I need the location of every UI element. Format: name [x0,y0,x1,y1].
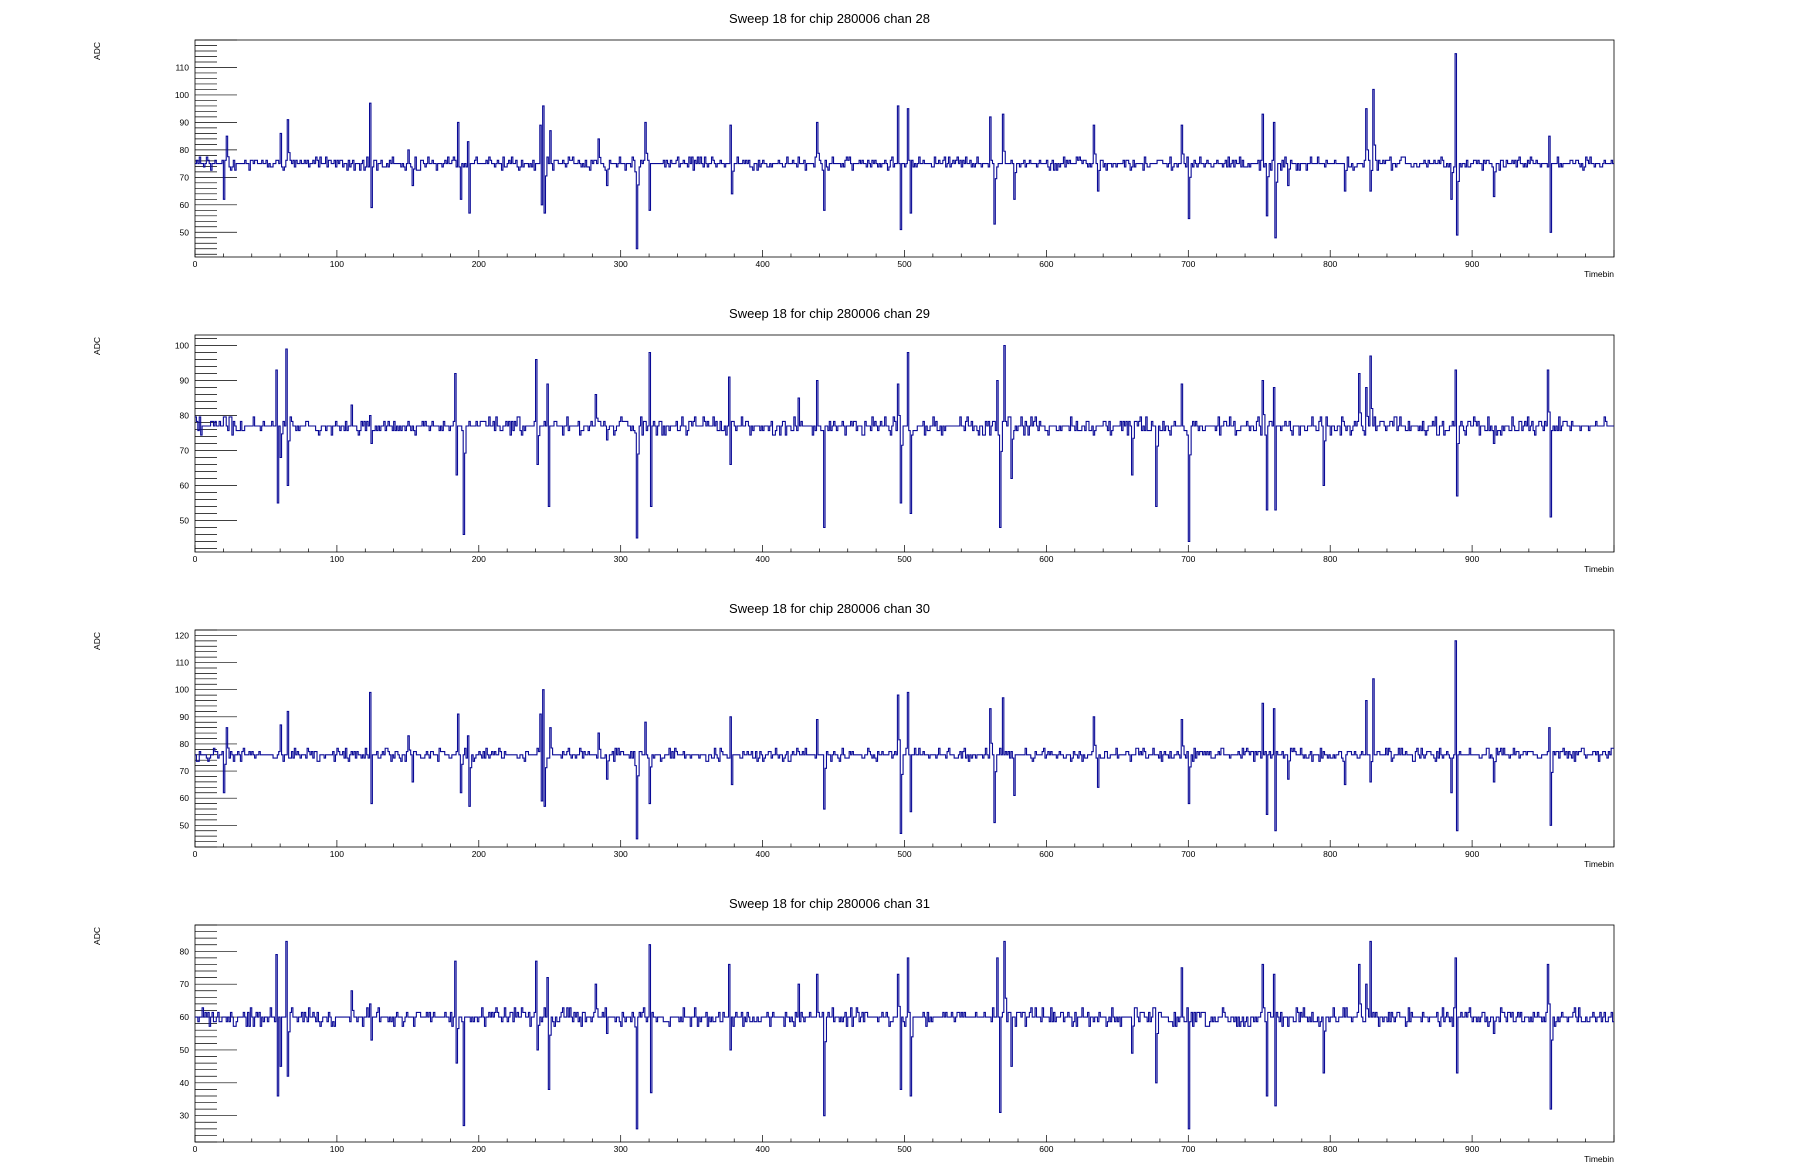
y-tick-label: 100 [175,685,189,695]
y-tick-label: 80 [180,145,190,155]
y-axis-label: ADC [92,337,102,355]
y-tick-label: 60 [180,1012,190,1022]
x-tick-label: 400 [756,554,770,564]
y-axis-label: ADC [92,42,102,60]
chart-title: Sweep 18 for chip 280006 chan 28 [729,11,930,26]
x-tick-label: 700 [1181,849,1195,859]
x-tick-label: 900 [1465,849,1479,859]
x-tick-label: 600 [1039,849,1053,859]
x-tick-label: 900 [1465,259,1479,269]
x-tick-label: 700 [1181,259,1195,269]
y-tick-label: 70 [180,172,190,182]
x-tick-label: 500 [897,849,911,859]
x-tick-label: 300 [614,259,628,269]
y-tick-label: 110 [175,658,189,668]
x-axis-label: Timebin [1584,564,1614,574]
x-tick-label: 400 [756,849,770,859]
y-tick-label: 90 [180,712,190,722]
y-tick-label: 70 [180,979,190,989]
y-tick-label: 120 [175,630,189,640]
x-axis-label: Timebin [1584,1154,1614,1164]
panel-chan-29: Sweep 18 for chip 280006 chan 29 ADC Timeb… [92,306,1615,574]
y-tick-label: 50 [180,227,190,237]
y-tick-label: 110 [175,62,189,72]
adc-trace [195,344,1614,543]
y-tick-label: 60 [180,200,190,210]
adc-trace [195,640,1614,840]
y-tick-label: 100 [175,90,189,100]
y-tick-label: 70 [180,446,190,456]
y-axis-label: ADC [92,632,102,650]
x-tick-label: 200 [472,849,486,859]
x-tick-label: 100 [330,1144,344,1154]
y-tick-label: 70 [180,766,190,776]
y-tick-label: 80 [180,946,190,956]
x-tick-label: 900 [1465,1144,1479,1154]
x-tick-label: 200 [472,1144,486,1154]
x-tick-label: 0 [193,849,198,859]
x-tick-label: 100 [330,554,344,564]
x-tick-label: 400 [756,1144,770,1154]
x-tick-label: 0 [193,259,198,269]
y-tick-label: 100 [175,341,189,351]
x-tick-label: 600 [1039,1144,1053,1154]
x-tick-label: 400 [756,259,770,269]
y-tick-label: 50 [180,516,190,526]
x-tick-label: 100 [330,849,344,859]
x-tick-label: 500 [897,1144,911,1154]
x-axis-label: Timebin [1584,859,1614,869]
adc-trace [195,53,1614,250]
adc-trace [195,940,1614,1130]
panel-chan-30: Sweep 18 for chip 280006 chan 30 ADC Timeb… [92,601,1615,869]
x-tick-label: 800 [1323,1144,1337,1154]
x-tick-label: 800 [1323,259,1337,269]
x-tick-label: 300 [614,849,628,859]
x-tick-label: 0 [193,1144,198,1154]
x-tick-label: 300 [614,554,628,564]
x-tick-label: 500 [897,259,911,269]
x-tick-label: 600 [1039,259,1053,269]
chart-title: Sweep 18 for chip 280006 chan 30 [729,601,930,616]
panel-chan-31: Sweep 18 for chip 280006 chan 31 ADC Timeb… [92,896,1615,1164]
chart-title: Sweep 18 for chip 280006 chan 29 [729,306,930,321]
x-tick-label: 600 [1039,554,1053,564]
x-tick-label: 200 [472,259,486,269]
y-tick-label: 50 [180,820,190,830]
y-axis-label: ADC [92,927,102,945]
y-tick-label: 50 [180,1045,190,1055]
x-axis-label: Timebin [1584,269,1614,279]
x-tick-label: 700 [1181,554,1195,564]
x-tick-label: 900 [1465,554,1479,564]
y-tick-label: 80 [180,411,190,421]
x-tick-label: 300 [614,1144,628,1154]
x-tick-label: 500 [897,554,911,564]
x-tick-label: 800 [1323,554,1337,564]
y-tick-label: 90 [180,117,190,127]
x-tick-label: 200 [472,554,486,564]
chart-title: Sweep 18 for chip 280006 chan 31 [729,896,930,911]
x-tick-label: 0 [193,554,198,564]
y-tick-label: 60 [180,793,190,803]
y-tick-label: 60 [180,481,190,491]
y-tick-label: 30 [180,1111,190,1121]
y-tick-label: 90 [180,376,190,386]
y-tick-label: 40 [180,1078,190,1088]
x-tick-label: 800 [1323,849,1337,859]
x-tick-label: 100 [330,259,344,269]
x-tick-label: 700 [1181,1144,1195,1154]
y-tick-label: 80 [180,739,190,749]
panel-chan-28: Sweep 18 for chip 280006 chan 28 ADC Timeb… [92,11,1615,279]
